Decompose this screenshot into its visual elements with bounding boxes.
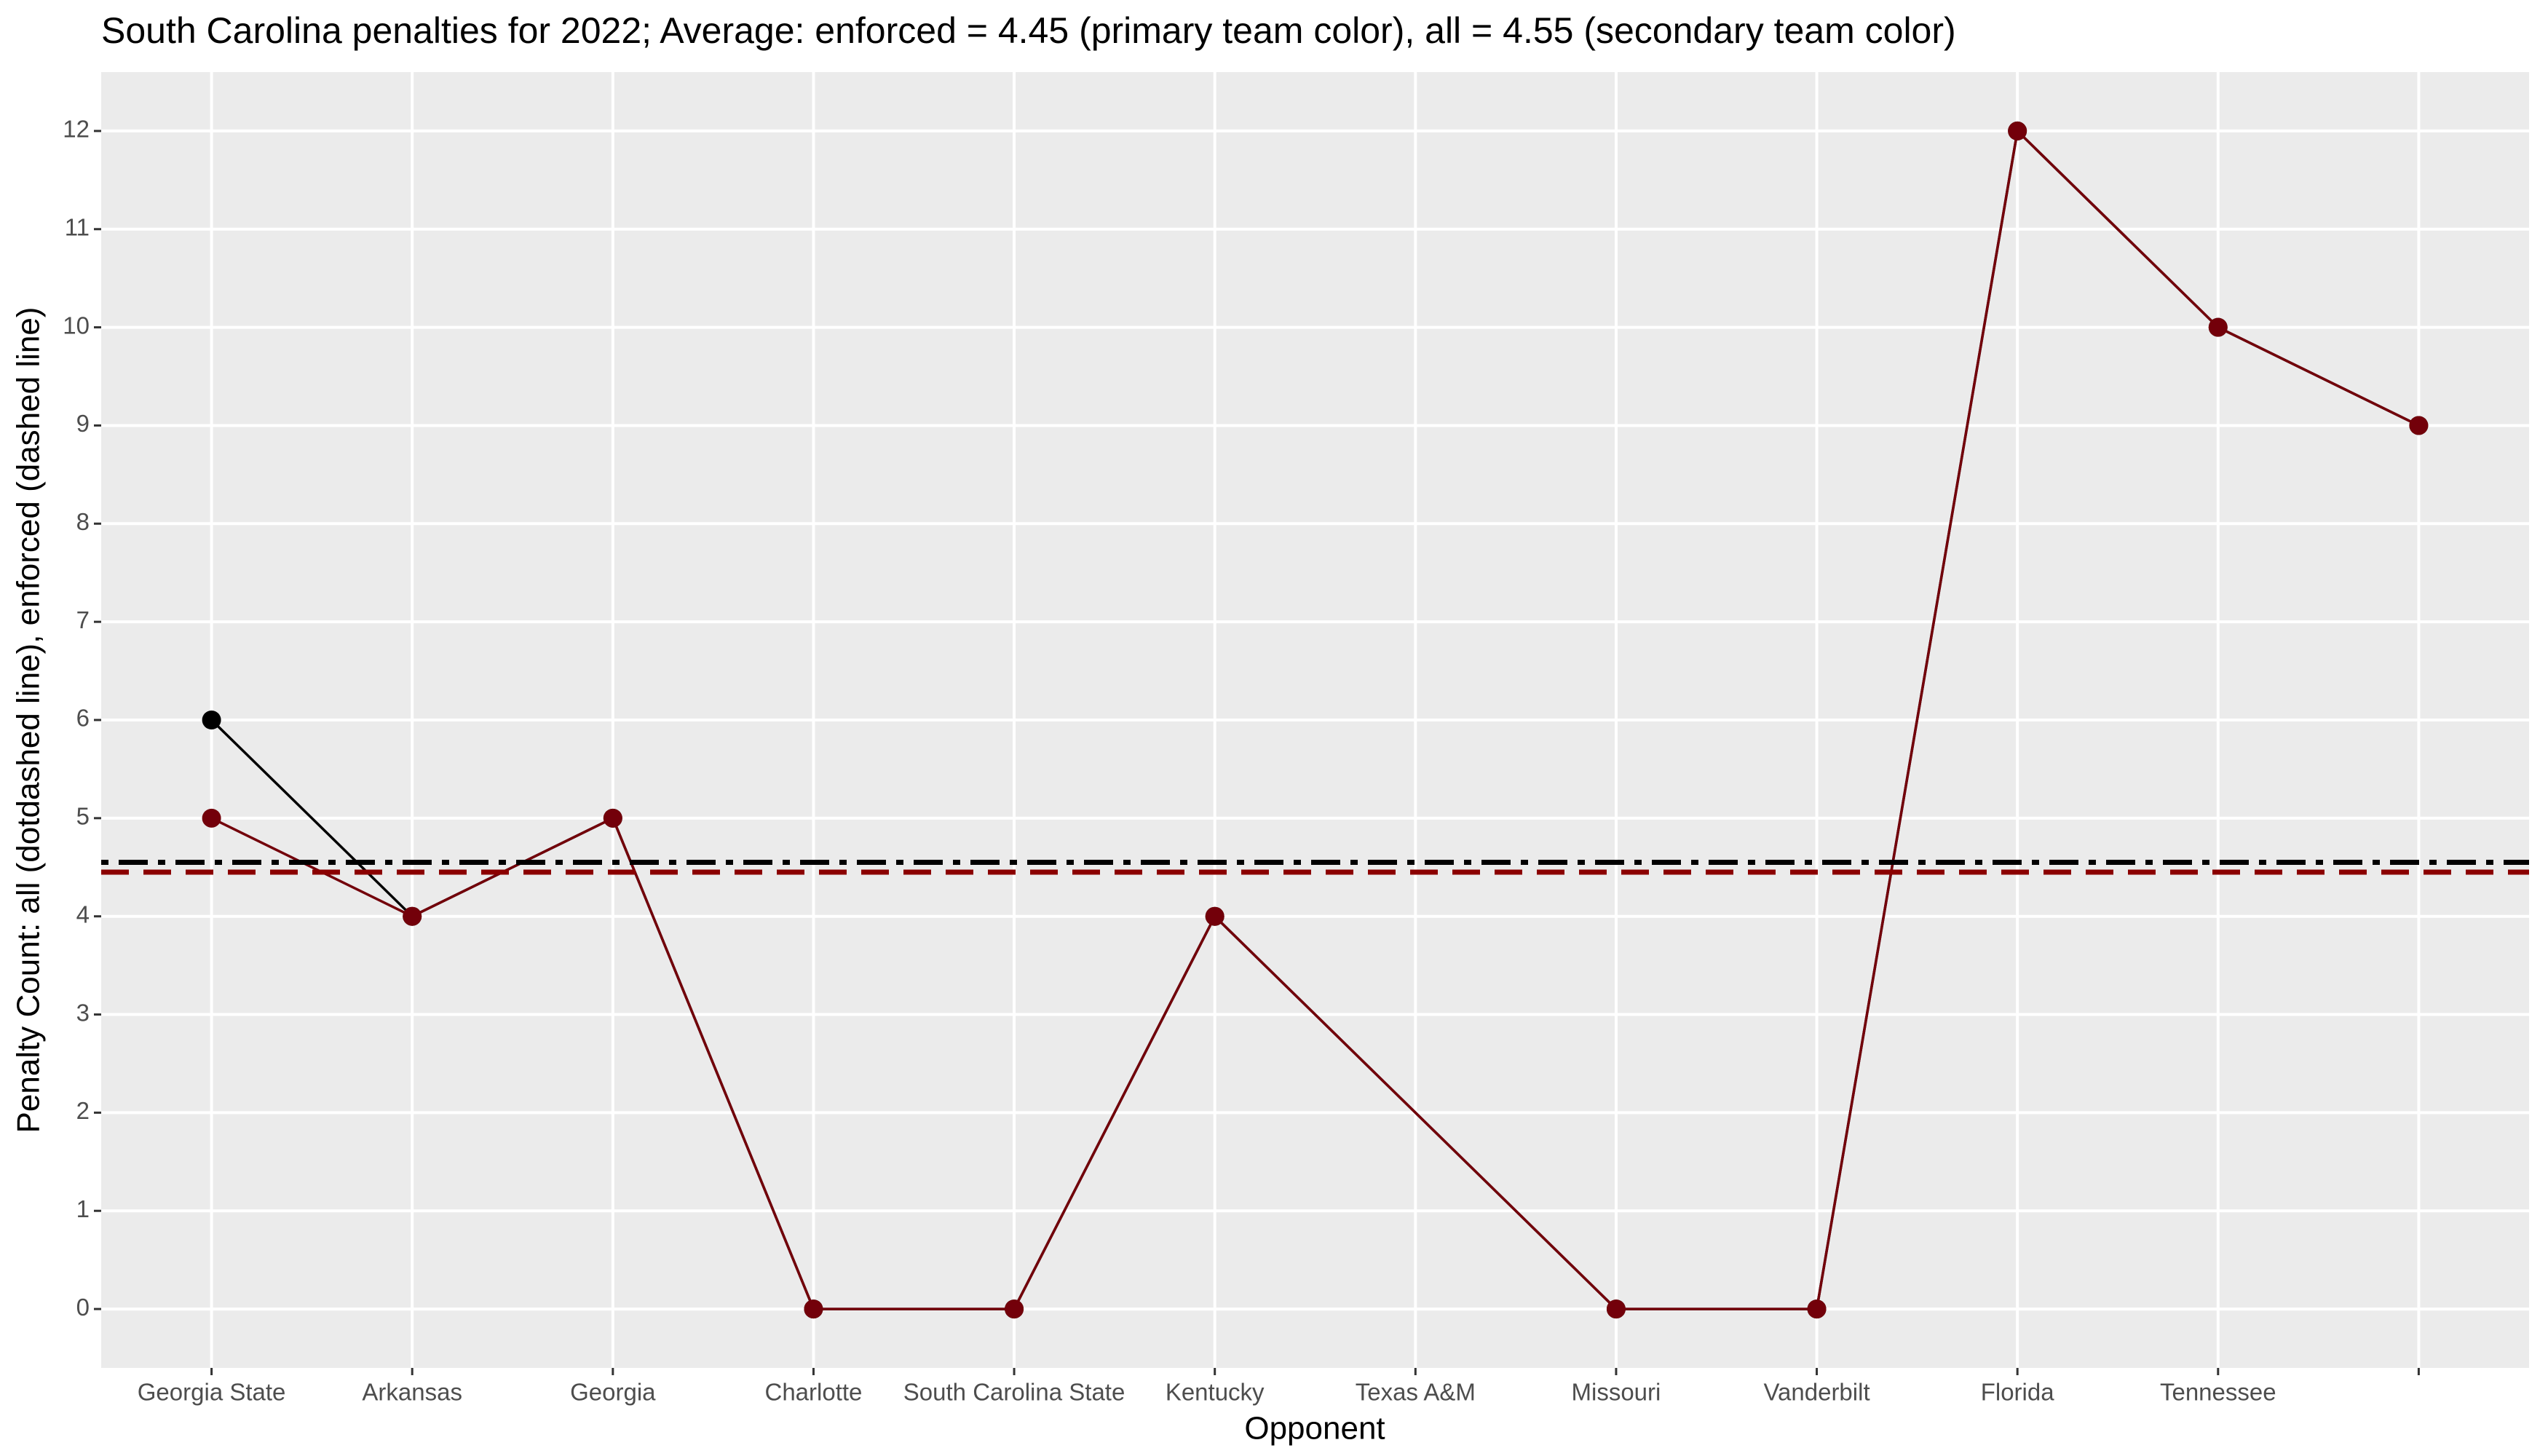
data-point — [202, 808, 221, 828]
data-point — [403, 906, 422, 926]
y-tick-label: 4 — [76, 901, 90, 927]
data-point — [2409, 416, 2429, 435]
y-tick-label: 2 — [76, 1097, 90, 1124]
chart-title: South Carolina penalties for 2022; Avera… — [101, 10, 1956, 51]
x-tick-label: Georgia — [570, 1379, 656, 1406]
x-tick-label: Texas A&M — [1356, 1379, 1476, 1406]
y-tick-label: 7 — [76, 606, 90, 633]
y-tick-label: 12 — [63, 116, 90, 143]
y-tick-label: 8 — [76, 508, 90, 535]
y-tick-label: 0 — [76, 1294, 90, 1321]
y-axis-title: Penalty Count: all (dotdashed line), enf… — [11, 307, 47, 1133]
data-point — [2208, 317, 2228, 337]
y-tick-label: 3 — [76, 999, 90, 1026]
x-tick-label: Kentucky — [1166, 1379, 1265, 1406]
data-point — [804, 1299, 823, 1319]
x-tick-label: Georgia State — [138, 1379, 286, 1406]
y-tick-label: 11 — [65, 213, 90, 240]
data-point — [2008, 121, 2027, 141]
x-tick-label: Vanderbilt — [1763, 1379, 1870, 1406]
x-tick-label: Tennessee — [2160, 1379, 2276, 1406]
y-tick-label: 1 — [76, 1195, 90, 1222]
data-point — [603, 808, 622, 828]
x-tick-label: Charlotte — [764, 1379, 862, 1406]
data-point — [1205, 906, 1224, 926]
x-tick-label: Arkansas — [362, 1379, 462, 1406]
y-tick-label: 10 — [63, 312, 90, 339]
marks — [101, 121, 2529, 1319]
data-point — [1606, 1299, 1626, 1319]
x-axis-title: Opponent — [1244, 1411, 1385, 1447]
data-point — [1807, 1299, 1827, 1319]
x-tick-label: South Carolina State — [903, 1379, 1125, 1406]
x-tick-label: Florida — [1981, 1379, 2055, 1406]
y-tick-label: 6 — [76, 705, 90, 732]
y-tick-label: 5 — [76, 803, 90, 830]
data-point — [1005, 1299, 1024, 1319]
y-tick-label: 9 — [76, 410, 90, 437]
x-tick-label: Missouri — [1572, 1379, 1661, 1406]
data-point — [202, 711, 221, 729]
